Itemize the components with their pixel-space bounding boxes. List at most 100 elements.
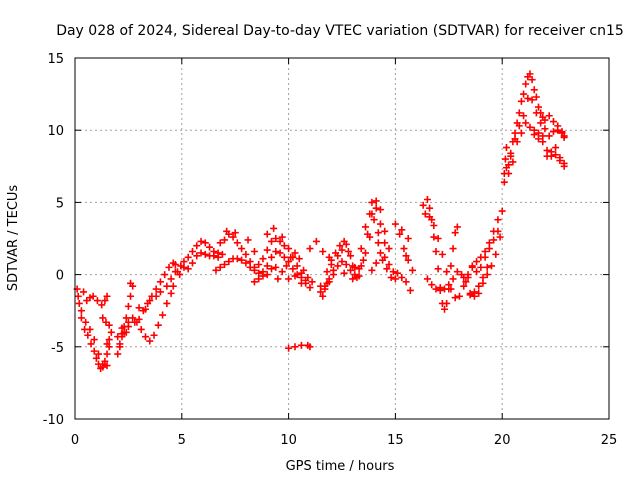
data-point <box>93 297 101 305</box>
data-point <box>391 275 399 283</box>
data-point <box>116 340 124 348</box>
data-point <box>229 233 237 241</box>
data-point <box>406 286 414 294</box>
data-point <box>387 273 395 281</box>
data-point <box>82 318 90 326</box>
data-point <box>146 297 154 305</box>
data-point <box>490 236 498 244</box>
y-tick-label: 15 <box>47 52 64 67</box>
y-tick-labels: -10 -5 0 5 10 15 <box>43 52 64 428</box>
data-point <box>94 350 102 358</box>
data-point <box>441 305 449 313</box>
data-point <box>441 285 449 293</box>
data-point <box>342 260 350 268</box>
data-point <box>460 273 468 281</box>
data-point <box>357 262 365 270</box>
data-point <box>127 279 135 287</box>
data-point <box>167 289 175 297</box>
data-point <box>336 242 344 250</box>
data-point <box>80 288 88 296</box>
data-point <box>338 258 346 266</box>
data-point <box>541 125 549 133</box>
data-point <box>212 266 220 274</box>
data-point <box>223 227 231 235</box>
data-point <box>344 247 352 255</box>
data-point <box>502 144 510 152</box>
data-point <box>86 325 94 333</box>
data-point <box>114 350 122 358</box>
data-point <box>496 233 504 241</box>
data-point <box>304 273 312 281</box>
data-point <box>291 343 299 351</box>
chart-title: Day 028 of 2024, Sidereal Day-to-day VTE… <box>56 23 624 39</box>
data-point <box>171 260 179 268</box>
data-point <box>423 275 431 283</box>
data-point <box>494 216 502 224</box>
y-tick-label: -10 <box>43 413 64 428</box>
data-point <box>473 258 481 266</box>
data-point <box>131 318 139 326</box>
data-point <box>370 216 378 224</box>
data-point <box>250 247 258 255</box>
data-point <box>361 249 369 257</box>
data-point <box>455 292 463 300</box>
data-point <box>103 362 111 370</box>
data-point <box>89 292 97 300</box>
plot-frame <box>74 57 610 420</box>
data-point <box>323 268 331 276</box>
data-point <box>366 233 374 241</box>
data-point <box>225 258 233 266</box>
data-point <box>475 282 483 290</box>
data-point <box>86 294 94 302</box>
data-point <box>255 275 263 283</box>
data-point <box>434 265 442 273</box>
ticks <box>74 57 610 420</box>
data-point <box>481 253 489 261</box>
data-point <box>383 265 391 273</box>
data-point <box>114 333 122 341</box>
data-point <box>434 235 442 242</box>
data-point <box>329 266 337 274</box>
data-point <box>430 222 438 230</box>
x-tick-label: 0 <box>71 433 79 448</box>
data-point <box>233 239 241 247</box>
data-point <box>250 263 258 271</box>
data-point <box>167 275 175 283</box>
data-point <box>122 328 130 336</box>
data-points <box>73 70 568 372</box>
x-tick-label: 5 <box>178 433 186 448</box>
data-point <box>428 281 436 289</box>
data-point <box>430 233 438 241</box>
data-point <box>334 252 342 260</box>
data-point <box>447 285 455 293</box>
data-point <box>549 128 557 136</box>
data-point <box>103 340 111 348</box>
data-point <box>259 272 267 280</box>
data-point <box>535 129 543 137</box>
data-point <box>312 237 320 245</box>
data-point <box>233 255 241 263</box>
data-point <box>528 76 536 84</box>
data-point <box>238 256 246 264</box>
data-point <box>291 272 299 280</box>
data-point <box>193 252 201 260</box>
data-point <box>443 299 451 307</box>
data-point <box>176 271 184 279</box>
data-point <box>543 146 551 154</box>
data-point <box>268 265 276 273</box>
data-point <box>398 273 406 281</box>
data-point <box>135 315 143 323</box>
data-point <box>103 292 111 300</box>
data-point <box>400 245 408 253</box>
data-point <box>276 249 284 257</box>
data-point <box>513 138 521 146</box>
data-point <box>259 255 267 263</box>
data-point <box>124 302 132 310</box>
data-point <box>549 118 557 126</box>
data-point <box>522 80 530 88</box>
data-point <box>193 242 201 250</box>
data-point <box>163 282 171 290</box>
data-point <box>368 198 376 206</box>
data-point <box>372 204 380 212</box>
